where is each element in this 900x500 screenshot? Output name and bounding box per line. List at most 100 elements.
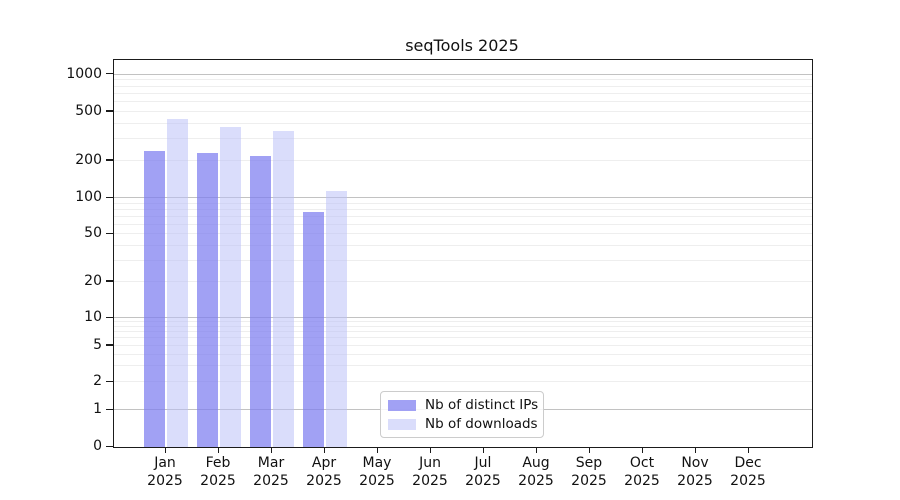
x-tick-label: Dec 2025	[716, 454, 780, 490]
y-tick-mark	[106, 196, 113, 198]
minor-gridline	[114, 337, 812, 339]
minor-gridline	[114, 381, 812, 383]
x-tick-label: Jun 2025	[398, 454, 462, 490]
y-tick-mark	[106, 344, 113, 346]
year-label: 2025	[306, 473, 342, 489]
legend-item-distinct-ips: Nb of distinct IPs	[388, 397, 538, 413]
y-tick-mark	[106, 232, 113, 234]
legend-item-downloads: Nb of downloads	[388, 416, 538, 432]
x-tick-mark	[323, 447, 325, 453]
y-tick-mark	[106, 408, 113, 410]
month-label: Jun	[419, 455, 441, 471]
y-tick-label: 500	[75, 102, 102, 119]
x-tick-mark	[270, 447, 272, 453]
minor-gridline	[114, 122, 812, 124]
x-tick-label: Mar 2025	[239, 454, 303, 490]
bar-mar-nb-of-distinct-ips	[250, 155, 271, 447]
month-label: Sep	[575, 455, 603, 471]
year-label: 2025	[624, 473, 660, 489]
x-tick-label: Sep 2025	[557, 454, 621, 490]
year-label: 2025	[359, 473, 395, 489]
minor-gridline	[114, 259, 812, 261]
month-label: Aug	[522, 455, 550, 471]
minor-gridline	[114, 365, 812, 367]
minor-gridline	[114, 233, 812, 235]
downloads-swatch-icon	[388, 418, 416, 430]
legend-label: Nb of distinct IPs	[425, 397, 539, 413]
month-label: Apr	[311, 455, 337, 471]
y-tick-mark	[106, 445, 113, 447]
x-tick-label: Apr 2025	[292, 454, 356, 490]
bar-apr-nb-of-downloads	[326, 190, 347, 447]
plot-area	[113, 59, 813, 448]
y-tick-label: 0	[93, 438, 102, 454]
year-label: 2025	[200, 473, 236, 489]
minor-gridline	[114, 208, 812, 210]
x-tick-label: Jan 2025	[133, 454, 197, 490]
year-label: 2025	[412, 473, 448, 489]
y-tick-label: 5	[93, 336, 102, 353]
bar-apr-nb-of-distinct-ips	[303, 212, 324, 447]
minor-gridline	[114, 331, 812, 333]
minor-gridline	[114, 223, 812, 225]
x-tick-label: Nov 2025	[663, 454, 727, 490]
major-gridline	[114, 197, 812, 198]
chart-title: seqTools 2025	[405, 36, 519, 55]
y-tick-mark	[106, 316, 113, 318]
y-tick-label: 10	[84, 309, 102, 325]
y-tick-label: 20	[84, 272, 102, 289]
x-tick-label: May 2025	[345, 454, 409, 490]
month-label: Jan	[154, 455, 176, 471]
x-tick-mark	[482, 447, 484, 453]
y-tick-mark	[106, 380, 113, 383]
year-label: 2025	[571, 473, 607, 489]
x-tick-label: Aug 2025	[504, 454, 568, 490]
year-label: 2025	[677, 473, 713, 489]
bar-feb-nb-of-downloads	[220, 127, 241, 447]
y-tick-mark	[106, 280, 113, 282]
bar-mar-nb-of-downloads	[273, 130, 294, 447]
bar-feb-nb-of-distinct-ips	[197, 153, 218, 447]
y-tick-label: 100	[75, 189, 102, 205]
year-label: 2025	[730, 473, 766, 489]
minor-gridline	[114, 159, 812, 161]
minor-gridline	[114, 325, 812, 327]
y-tick-label: 50	[84, 225, 102, 242]
bar-jan-nb-of-distinct-ips	[144, 151, 165, 447]
legend-label: Nb of downloads	[425, 416, 538, 432]
y-tick-label: 1000	[66, 65, 102, 82]
y-tick-mark	[106, 159, 113, 161]
month-label: Oct	[629, 455, 655, 471]
month-label: Dec	[734, 455, 762, 471]
year-label: 2025	[253, 473, 289, 489]
x-tick-mark	[217, 447, 219, 453]
y-tick-mark	[106, 73, 113, 75]
minor-gridline	[114, 215, 812, 217]
month-label: Jul	[474, 455, 492, 471]
y-tick-label: 1	[93, 401, 102, 417]
legend: Nb of distinct IPs Nb of downloads	[380, 391, 544, 438]
bar-jan-nb-of-downloads	[167, 119, 188, 447]
month-label: Nov	[681, 455, 709, 471]
minor-gridline	[114, 85, 812, 87]
x-tick-mark	[164, 447, 166, 453]
y-tick-label: 200	[75, 151, 102, 168]
minor-gridline	[114, 280, 812, 282]
month-label: Feb	[205, 455, 231, 471]
x-tick-mark	[747, 447, 749, 453]
minor-gridline	[114, 92, 812, 94]
minor-gridline	[114, 244, 812, 246]
x-tick-label: Oct 2025	[610, 454, 674, 490]
x-tick-mark	[535, 447, 537, 453]
major-gridline	[114, 73, 812, 75]
minor-gridline	[114, 344, 812, 346]
minor-gridline	[114, 353, 812, 355]
year-label: 2025	[147, 473, 183, 489]
minor-gridline	[114, 100, 812, 102]
x-tick-mark	[429, 447, 431, 453]
minor-gridline	[114, 138, 812, 140]
minor-gridline	[114, 110, 812, 112]
month-label: Mar	[257, 455, 285, 471]
x-tick-label: Feb 2025	[186, 454, 250, 490]
year-label: 2025	[518, 473, 554, 489]
